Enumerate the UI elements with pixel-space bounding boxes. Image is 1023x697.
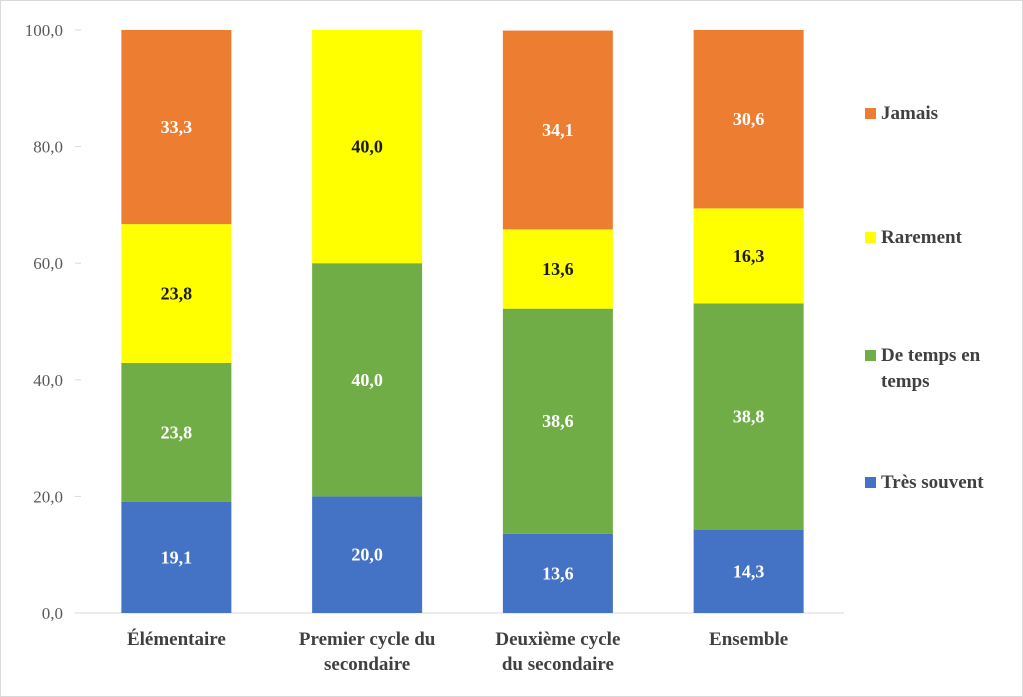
legend-swatch	[865, 477, 876, 488]
legend-label: temps	[881, 371, 930, 392]
category-label: secondaire	[324, 654, 410, 675]
bars	[121, 30, 804, 613]
legend-swatch	[865, 232, 876, 243]
bar-segment-de-temps-en-temps	[502, 308, 613, 534]
bar-segment-de-temps-en-temps	[693, 303, 804, 530]
data-label: 13,6	[542, 563, 574, 583]
legend-label: De temps en	[881, 345, 981, 366]
y-tick-label: 20,0	[33, 487, 63, 506]
bar-segment-rarement	[312, 30, 423, 264]
y-tick-label: 80,0	[33, 138, 63, 157]
bar-segment-tr-s-souvent	[121, 501, 232, 613]
data-label: 13,6	[542, 259, 574, 279]
data-label: 23,8	[161, 422, 193, 442]
data-label: 16,3	[733, 246, 765, 266]
bar-segment-rarement	[121, 224, 232, 363]
y-tick-label: 60,0	[33, 254, 63, 273]
bar-segment-jamais	[693, 30, 804, 209]
category-label: Ensemble	[709, 629, 788, 650]
category-label: du secondaire	[502, 654, 614, 675]
axes: 0,0 20,0 40,0 60,0 80,0 100,0	[25, 21, 844, 623]
data-label: 40,0	[351, 370, 383, 390]
bar-segment-rarement	[502, 229, 613, 309]
data-label: 19,1	[161, 547, 193, 567]
legend-label: Jamais	[881, 103, 938, 124]
legend-swatch	[865, 108, 876, 119]
data-label: 14,3	[733, 561, 765, 581]
bar-segment-tr-s-souvent	[312, 496, 423, 613]
value-labels: 19,1 23,8 23,8 33,3 20,0 40,0 40,0 13,6 38,6 13,6…	[161, 109, 765, 583]
data-label: 34,1	[542, 120, 574, 140]
legend: Jamais Rarement De temps en temps Très souve…	[865, 103, 984, 493]
bar-segment-jamais	[121, 30, 232, 225]
y-tick-label: 100,0	[25, 21, 63, 40]
data-label: 40,0	[351, 137, 383, 157]
data-label: 23,8	[161, 284, 193, 304]
category-label: Deuxième cycle	[495, 629, 620, 650]
data-label: 33,3	[161, 117, 193, 137]
bar-segment-rarement	[693, 208, 804, 304]
legend-label: Très souvent	[881, 472, 984, 493]
bar-segment-jamais	[502, 30, 613, 230]
data-label: 30,6	[733, 109, 765, 129]
y-tick-label: 40,0	[33, 371, 63, 390]
bar-segment-de-temps-en-temps	[121, 362, 232, 502]
bar-segment-tr-s-souvent	[502, 533, 613, 613]
bar-segment-tr-s-souvent	[693, 529, 804, 613]
data-label: 38,8	[733, 407, 765, 427]
y-tick-label: 0,0	[42, 604, 63, 623]
data-label: 20,0	[351, 545, 383, 565]
category-label: Élémentaire	[127, 628, 226, 650]
legend-label: Rarement	[881, 227, 963, 248]
category-labels: Élémentaire Premier cycle du secondaire Deu…	[127, 628, 788, 675]
legend-swatch	[865, 350, 876, 361]
data-label: 38,6	[542, 411, 574, 431]
bar-segment-de-temps-en-temps	[312, 263, 423, 497]
category-label: Premier cycle du	[299, 629, 436, 650]
